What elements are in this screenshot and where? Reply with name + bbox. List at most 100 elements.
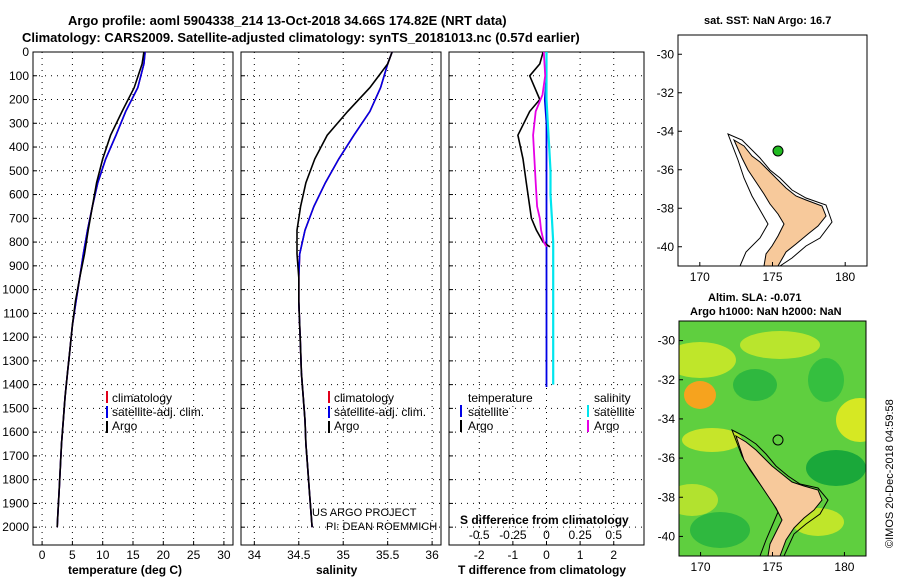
credit-pi: PI: DEAN ROEMMICH	[326, 521, 437, 533]
temperature-panel: 0100200300400500600700800900100011001200…	[2, 45, 234, 577]
legend-salinity-header: salinity	[594, 391, 631, 405]
legend-s-satellite: satellite	[594, 405, 635, 419]
depth-tick-label: 700	[9, 211, 29, 225]
map-lat-label: -30	[658, 334, 676, 348]
t-difference-tick-labels: -2 -1 0 1 2	[474, 548, 617, 562]
depth-tick-label: 1800	[2, 473, 29, 487]
map-lon-label: 180	[835, 270, 855, 284]
map-lon-label: 170	[690, 270, 710, 284]
x-tick-label: 15	[126, 548, 140, 562]
map-lon-label: 170	[691, 560, 711, 574]
x-tick-label: -1	[508, 548, 519, 562]
x-tick-label: 34	[248, 548, 262, 562]
legend-climatology: climatology	[334, 391, 394, 405]
sst-map-title: sat. SST: NaN Argo: 16.7	[704, 15, 831, 27]
legend-t-satellite: satellite	[468, 405, 509, 419]
map-lat-label: -32	[657, 86, 675, 100]
figure-title-line2: Climatology: CARS2009. Satellite-adjuste…	[22, 30, 580, 45]
depth-tick-label: 1100	[3, 306, 29, 320]
depth-tick-label: 1000	[2, 283, 29, 297]
series-s-satellite	[545, 52, 555, 385]
salinity-legend: climatology satellite-adj. clim. Argo	[328, 391, 426, 433]
series-argo	[296, 51, 393, 528]
temperature-axis-label: temperature (deg C)	[68, 563, 182, 577]
depth-tick-label: 1200	[2, 330, 29, 344]
x-tick-label: 5	[69, 548, 76, 562]
salinity-panel: 34 34.5 35 35.5 36 salinity climatology sate…	[240, 51, 442, 577]
x-tick-label: -2	[474, 548, 485, 562]
depth-tick-labels: 0 100 200 300 400 500 600 700 800 900 1000 1100 1200…	[2, 45, 29, 534]
legend-satellite: satellite-adj. clim.	[112, 405, 204, 419]
x-tick-label: 34.5	[287, 548, 311, 562]
temperature-grid	[33, 51, 233, 545]
x-tick-label: 0	[39, 548, 46, 562]
s-difference-axis-label: S difference from climatology	[460, 513, 629, 527]
map-lat-label: -34	[657, 124, 675, 138]
salinity-axis-label: salinity	[316, 563, 358, 577]
temperature-series	[56, 51, 146, 528]
x-tick-label: 1	[577, 548, 584, 562]
series-t-argo	[517, 51, 551, 248]
sla-map-title-line1: Altim. SLA: -0.071	[708, 292, 802, 304]
legend-satellite: satellite-adj. clim.	[334, 405, 426, 419]
series-t-satellite	[543, 52, 548, 387]
x-tick-label: 35	[337, 548, 351, 562]
map-lat-label: -40	[657, 240, 675, 254]
depth-tick-label: 2000	[2, 520, 29, 534]
depth-tick-label: 900	[9, 259, 29, 273]
depth-tick-label: 1700	[2, 449, 29, 463]
s-tick-label: 0	[543, 528, 550, 542]
temperature-tick-labels: 0 5 10 15 20 25 30	[39, 548, 231, 562]
depth-tick-label: 300	[9, 116, 29, 130]
map-lat-label: -38	[657, 201, 675, 215]
x-tick-label: 10	[96, 548, 110, 562]
sst-map-lon-ticks: 170 175 180	[690, 262, 856, 284]
depth-tick-label: 600	[9, 188, 29, 202]
depth-tick-label: 500	[9, 164, 29, 178]
sla-map-field	[679, 321, 866, 556]
x-tick-label: 36	[425, 548, 439, 562]
map-lon-label: 175	[762, 560, 782, 574]
x-tick-label: 25	[187, 548, 201, 562]
sla-map-float-marker	[772, 434, 784, 446]
depth-tick-label: 800	[9, 235, 29, 249]
map-lat-label: -30	[657, 47, 675, 61]
s-tick-label: 0.25	[568, 528, 592, 542]
sst-map-float-marker	[772, 145, 784, 157]
depth-tick-label: 1300	[2, 354, 29, 368]
sla-map-lon-ticks: 170 175 180	[691, 552, 855, 574]
salinity-series	[296, 51, 393, 528]
figure-title-line1: Argo profile: aoml 5904338_214 13-Oct-20…	[68, 13, 507, 28]
legend-s-argo: Argo	[594, 419, 620, 433]
sst-map-lat-ticks: -30 -32 -34 -36 -38 -40	[657, 47, 682, 254]
sla-map: Altim. SLA: -0.071 Argo h1000: NaN h2000…	[658, 292, 867, 574]
difference-series	[517, 51, 555, 387]
s-tick-label: -0.25	[499, 528, 527, 542]
salinity-plot-frame	[240, 51, 442, 546]
x-tick-label: 20	[157, 548, 171, 562]
x-tick-label: 0	[543, 548, 550, 562]
depth-tick-label: 100	[9, 69, 29, 83]
depth-tick-label: 0	[22, 45, 29, 59]
map-lat-label: -36	[658, 451, 676, 465]
depth-tick-label: 1600	[2, 425, 29, 439]
sst-map: sat. SST: NaN Argo: 16.7 170 175 180 -30-3…	[657, 15, 868, 284]
map-lon-label: 175	[762, 270, 782, 284]
sla-map-land	[735, 434, 823, 557]
legend-t-argo: Argo	[468, 419, 494, 433]
series-argo	[56, 51, 145, 528]
sst-map-shelf-contour	[727, 133, 833, 267]
sst-map-land	[732, 138, 827, 267]
s-tick-label: 0.5	[605, 528, 622, 542]
s-difference-tick-labels: -0.5 -0.25 0 0.25 0.5	[469, 528, 622, 542]
legend-climatology: climatology	[112, 391, 172, 405]
depth-tick-label: 200	[9, 93, 29, 107]
sst-map-frame	[677, 34, 868, 267]
sla-map-lat-ticks: -30 -32 -34 -36 -38 -40	[658, 334, 683, 543]
map-lat-label: -36	[657, 163, 675, 177]
legend-temperature-header: temperature	[468, 391, 533, 405]
legend-argo: Argo	[334, 419, 360, 433]
x-tick-label: 30	[217, 548, 231, 562]
depth-tick-label: 400	[9, 140, 29, 154]
